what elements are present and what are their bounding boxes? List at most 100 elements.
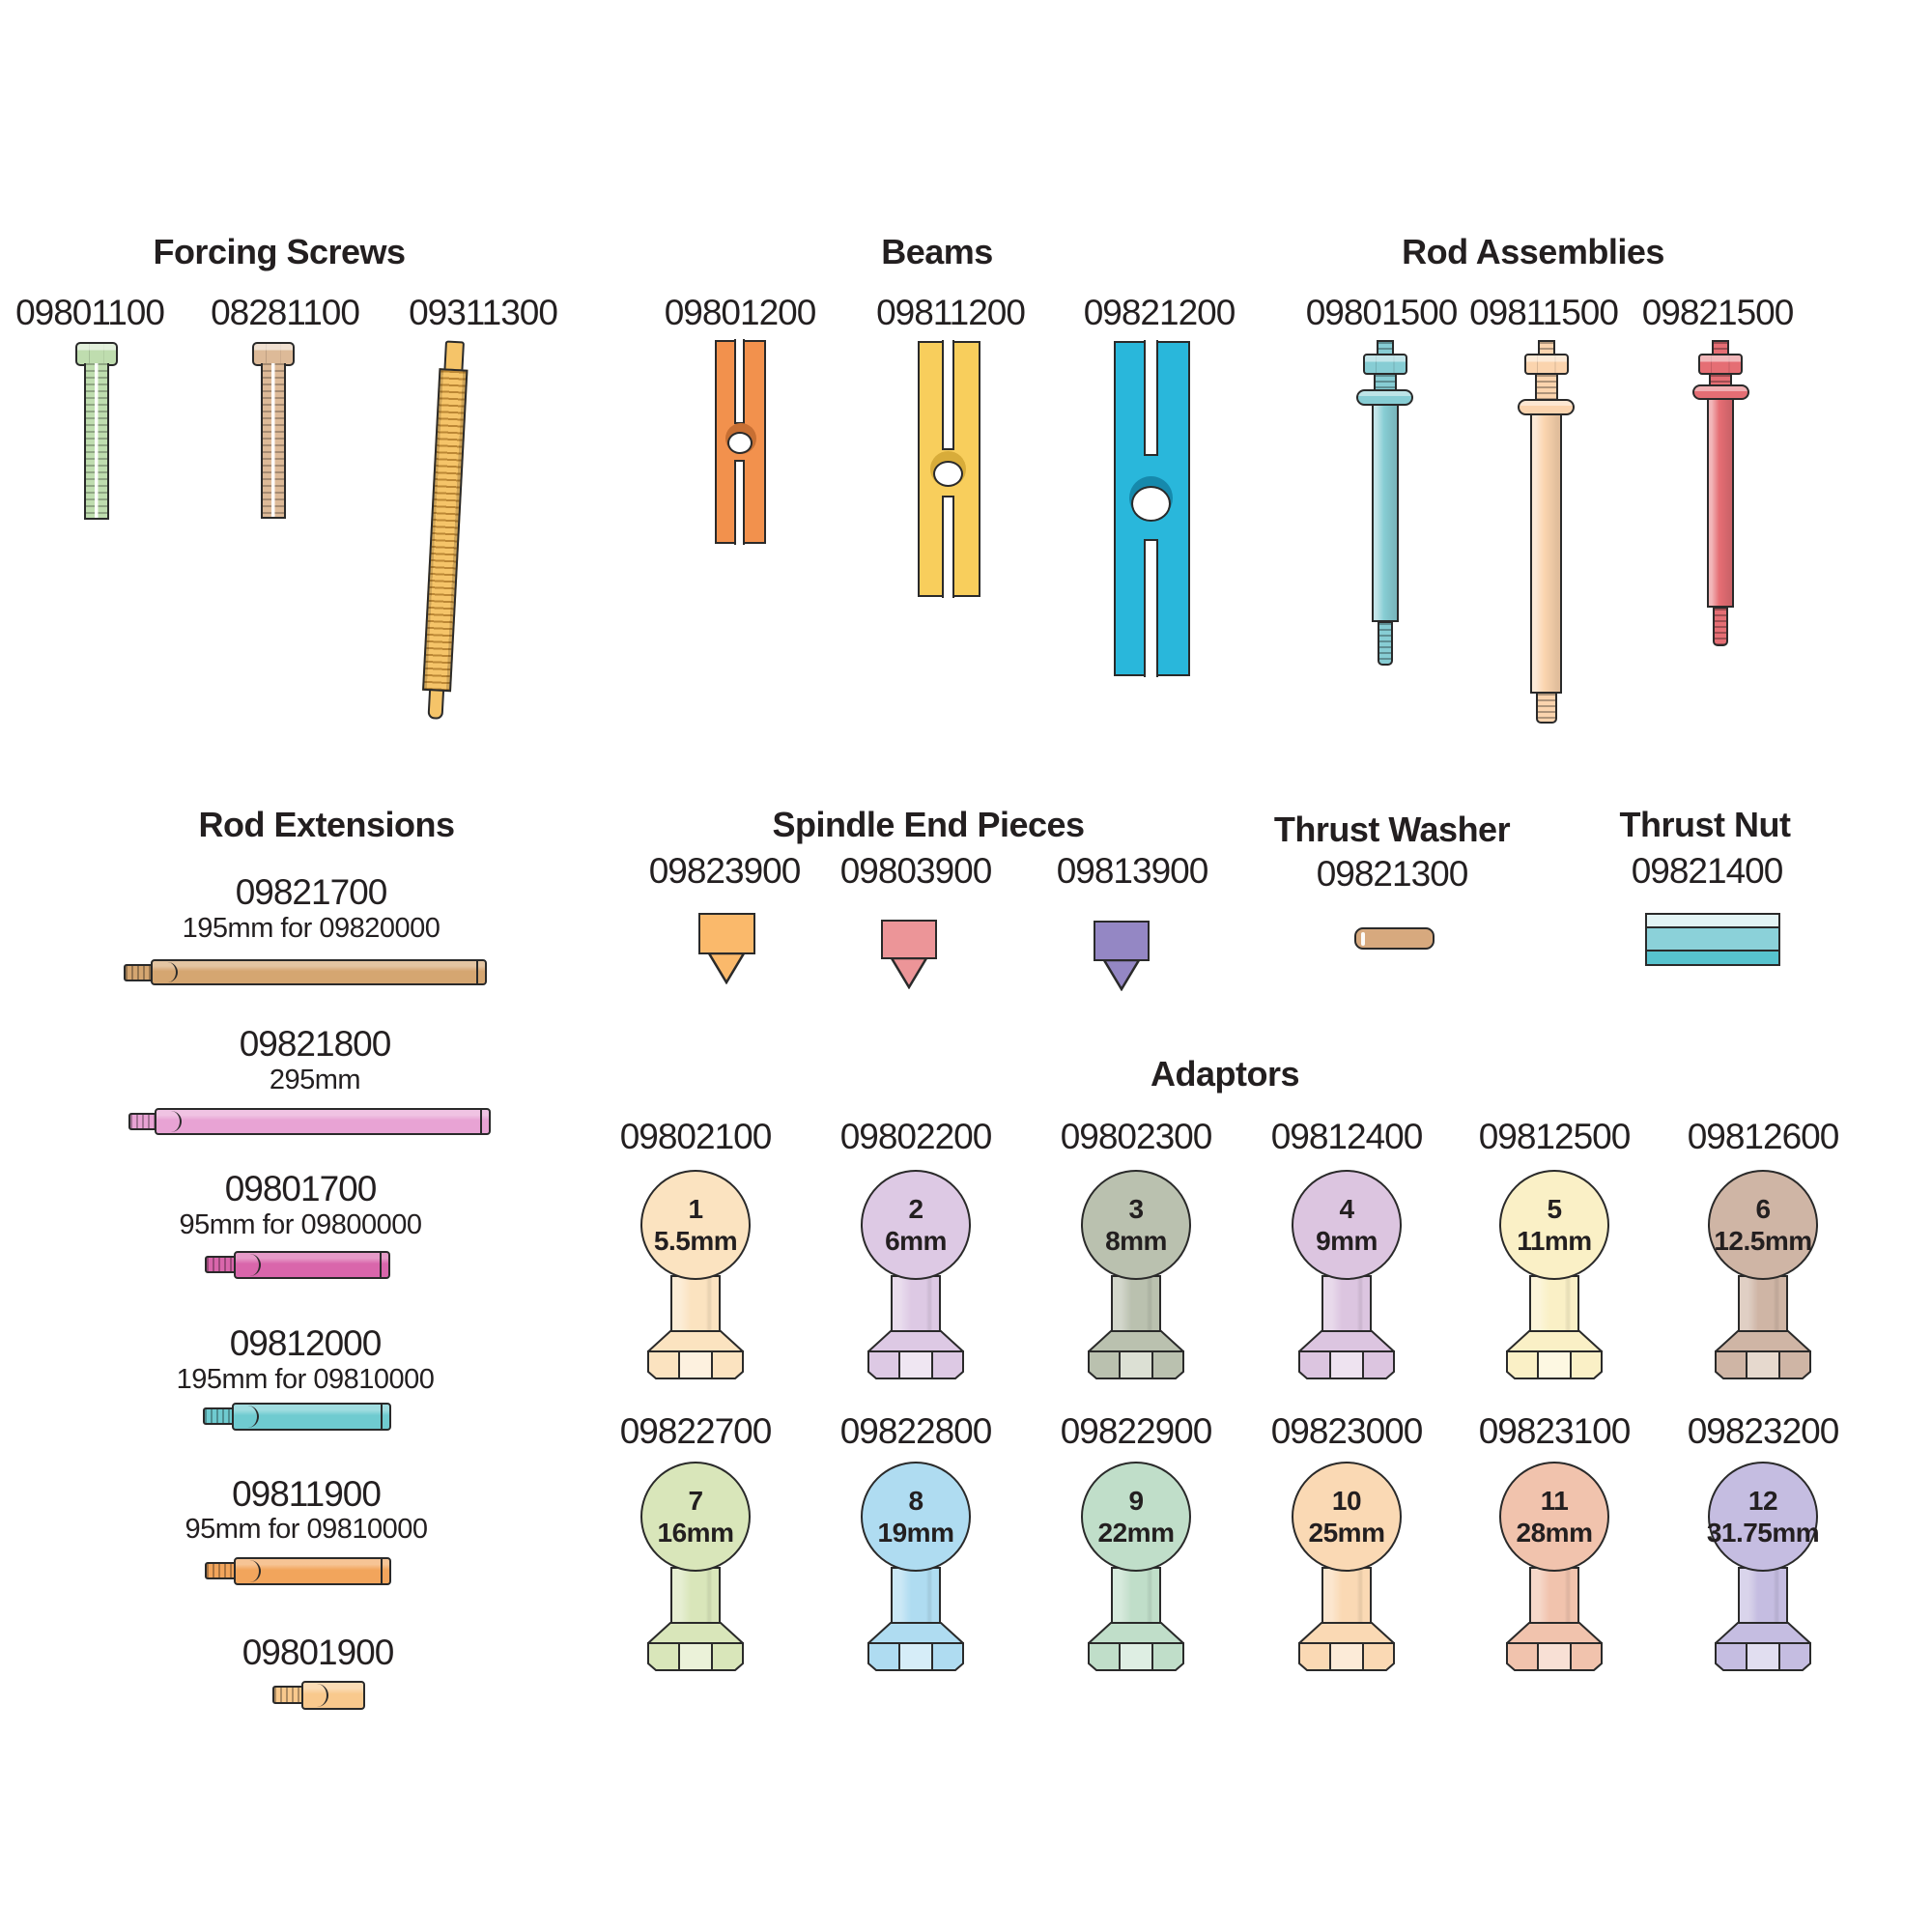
adaptor-base [1088,1622,1184,1671]
part-code: 08281100 [211,293,360,332]
adaptor-11: 11 28mm [1499,1462,1609,1674]
part-note: 95mm for 09810000 [185,1514,428,1545]
rod-hex-nut [1698,354,1743,375]
part-code: 09821800 [239,1024,392,1064]
adaptor-number: 5 [1547,1193,1562,1224]
part-code: 09821200 [1083,293,1236,332]
adaptor-stem [1321,1275,1372,1333]
extension-end-line [480,1110,482,1133]
part-code: 09821500 [1641,293,1795,332]
adaptor-size: 8mm [1105,1225,1167,1256]
part-code: 09802200 [839,1117,993,1156]
beam-slot-bottom [734,460,745,545]
adaptor-ball: 7 16mm [640,1462,751,1572]
adaptor-number: 9 [1128,1485,1144,1516]
adaptor-size: 9mm [1316,1225,1378,1256]
rod-thread-section [1709,373,1732,386]
extension-body [232,1403,391,1431]
adaptor-number: 3 [1128,1193,1144,1224]
part-code: 09311300 [409,293,558,332]
rod-threaded-shaft [422,368,469,693]
adaptor-2: 2 6mm [861,1170,971,1382]
adaptor-base [1715,1330,1811,1379]
rod-tip-bottom [427,689,445,720]
extension-socket-line [155,962,178,982]
adaptor-base [1506,1622,1603,1671]
adaptor-4: 4 9mm [1292,1170,1402,1382]
section-title-rod-extensions: Rod Extensions [198,805,455,844]
beam-medium [918,340,980,598]
adaptor-6: 6 12.5mm [1708,1170,1818,1382]
adaptor-ball: 6 12.5mm [1708,1170,1818,1280]
adaptor-number: 2 [908,1193,923,1224]
adaptor-stem [1738,1275,1788,1333]
adaptor-3: 3 8mm [1081,1170,1191,1382]
rod-shaft [1372,404,1399,622]
extension-end-line [380,1253,382,1277]
section-title-rod-assemblies: Rod Assemblies [1402,232,1664,271]
section-title-forcing-screws: Forcing Screws [153,232,406,271]
adaptor-size: 19mm [877,1517,954,1548]
part-note: 295mm [269,1065,361,1095]
adaptor-number: 4 [1339,1193,1354,1224]
adaptor-stem [1111,1567,1161,1625]
adaptor-size: 28mm [1516,1517,1593,1548]
adaptor-ball: 2 6mm [861,1170,971,1280]
part-code: 09821300 [1316,854,1469,894]
beam-slot-bottom [942,496,954,598]
adaptor-number: 6 [1755,1193,1771,1224]
spindle-point [1102,959,1141,991]
part-code: 09822800 [839,1411,993,1451]
adaptor-stem [891,1567,941,1625]
adaptor-number: 10 [1331,1485,1362,1516]
rod-stub-bottom [1536,692,1557,724]
beam-slot-top [942,340,954,450]
nut-band-middle [1647,926,1778,952]
beam-slot-top [1144,340,1158,456]
extension-threaded-tip [203,1407,235,1425]
adaptor-stem [670,1275,721,1333]
adaptor-base [1298,1622,1395,1671]
adaptor-stem [1529,1567,1579,1625]
adaptor-size: 12.5mm [1714,1225,1812,1256]
adaptor-ball: 12 31.75mm [1707,1462,1820,1572]
adaptor-ball: 3 8mm [1081,1170,1191,1280]
rod-stub-top [1712,340,1729,355]
part-code: 09812000 [229,1323,383,1363]
adaptor-stem [1529,1275,1579,1333]
adaptor-base [867,1330,964,1379]
adaptor-ball: 11 28mm [1499,1462,1609,1572]
extension-end-line [476,961,478,983]
adaptor-size: 22mm [1097,1517,1175,1548]
section-title-beams: Beams [881,232,993,271]
spindle-point [890,957,928,989]
adaptor-9: 9 22mm [1081,1462,1191,1674]
adaptor-ball: 9 22mm [1081,1462,1191,1572]
washer-highlight [1361,932,1365,946]
rod-tip-top [443,340,465,372]
adaptor-stem [1738,1567,1788,1625]
adaptor-number: 8 [908,1485,923,1516]
beam-hole [933,461,963,487]
nut-band-top [1647,915,1778,926]
extension-body [301,1681,365,1710]
adaptor-base [647,1622,744,1671]
adaptor-ball: 4 9mm [1292,1170,1402,1280]
adaptor-8: 8 19mm [861,1462,971,1674]
thrust-nut-graphic [1645,913,1780,966]
extension-end-line [381,1559,383,1583]
part-code: 09811900 [232,1474,382,1514]
part-code: 09821400 [1631,851,1784,891]
extension-socket-line [158,1111,182,1132]
beam-slot-bottom [1144,539,1158,677]
spindle-point [707,952,746,984]
adaptor-stem [670,1567,721,1625]
section-title-thrust-washer: Thrust Washer [1273,810,1511,849]
part-code: 09811500 [1469,293,1619,332]
extension-socket-line [238,1560,261,1582]
beam-large [1114,340,1190,677]
adaptor-size: 16mm [657,1517,734,1548]
part-code: 09801900 [242,1633,395,1672]
extension-threaded-tip [205,1562,237,1579]
part-code: 09803900 [839,851,993,891]
